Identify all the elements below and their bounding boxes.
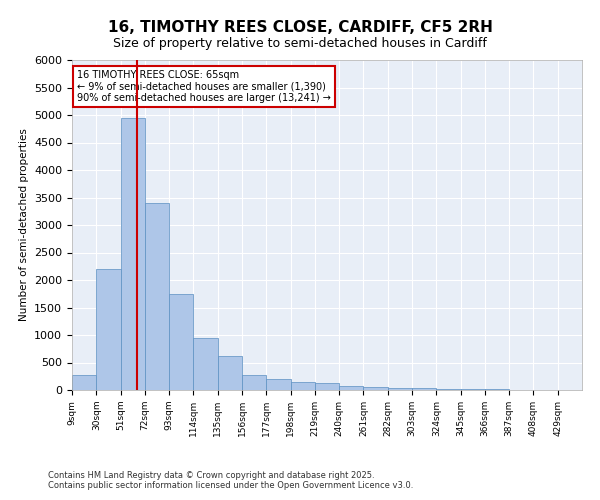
Text: 16 TIMOTHY REES CLOSE: 65sqm
← 9% of semi-detached houses are smaller (1,390)
90: 16 TIMOTHY REES CLOSE: 65sqm ← 9% of sem… (77, 70, 331, 103)
Text: Contains HM Land Registry data © Crown copyright and database right 2025.
Contai: Contains HM Land Registry data © Crown c… (48, 470, 413, 490)
Bar (169, 294, 193, 390)
Bar (96, 269, 121, 390)
Bar (266, 379, 290, 390)
Bar (242, 375, 266, 390)
Text: 16, TIMOTHY REES CLOSE, CARDIFF, CF5 2RH: 16, TIMOTHY REES CLOSE, CARDIFF, CF5 2RH (107, 20, 493, 35)
Bar (461, 389, 485, 390)
Y-axis label: Number of semi-detached properties: Number of semi-detached properties (19, 128, 29, 322)
Bar (412, 388, 436, 390)
Bar (145, 203, 169, 390)
Bar (121, 118, 145, 390)
Bar (339, 386, 364, 390)
Bar (315, 384, 339, 390)
Bar (364, 386, 388, 390)
Bar (72, 374, 96, 390)
Bar (193, 338, 218, 390)
Bar (388, 388, 412, 390)
Text: Size of property relative to semi-detached houses in Cardiff: Size of property relative to semi-detach… (113, 38, 487, 51)
Bar (218, 356, 242, 390)
Bar (290, 382, 315, 390)
Bar (436, 389, 461, 390)
